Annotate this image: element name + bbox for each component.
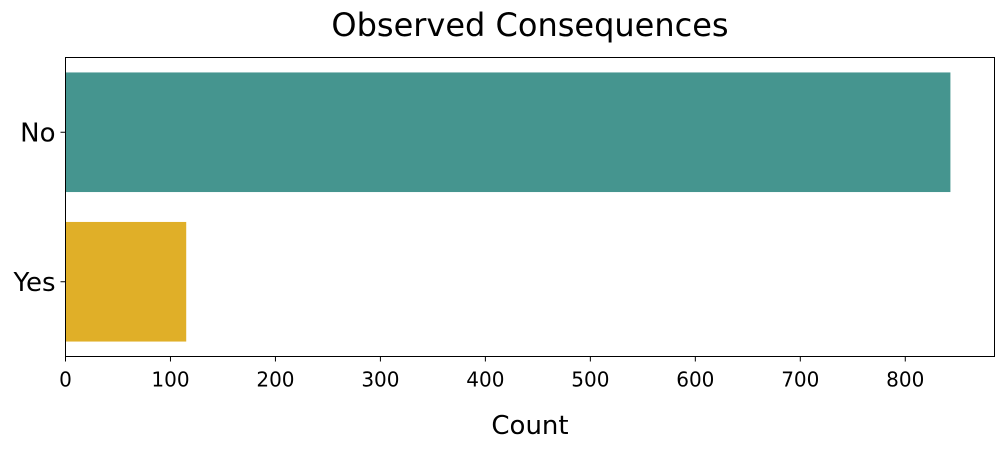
x-tick-label-400: 400	[466, 368, 504, 392]
x-axis: 0 100 200 300 400 500 600 700 800	[59, 356, 924, 392]
bar-yes	[65, 221, 187, 342]
x-tick-label-200: 200	[256, 368, 294, 392]
plot-area-frame	[65, 57, 995, 357]
x-tick-label-100: 100	[151, 368, 189, 392]
y-tick-label-no: No	[20, 118, 55, 148]
x-tick-label-600: 600	[676, 368, 714, 392]
bar-group	[65, 72, 951, 342]
x-axis-label: Count	[491, 411, 568, 441]
x-tick-label-700: 700	[781, 368, 819, 392]
x-tick-label-800: 800	[886, 368, 924, 392]
y-tick-label-yes: Yes	[13, 268, 56, 298]
bar-no	[65, 72, 951, 193]
x-tick-label-0: 0	[59, 368, 72, 392]
y-axis: No Yes	[13, 118, 66, 298]
x-tick-label-500: 500	[571, 368, 609, 392]
x-tick-label-300: 300	[361, 368, 399, 392]
chart-title: Observed Consequences	[331, 6, 728, 44]
